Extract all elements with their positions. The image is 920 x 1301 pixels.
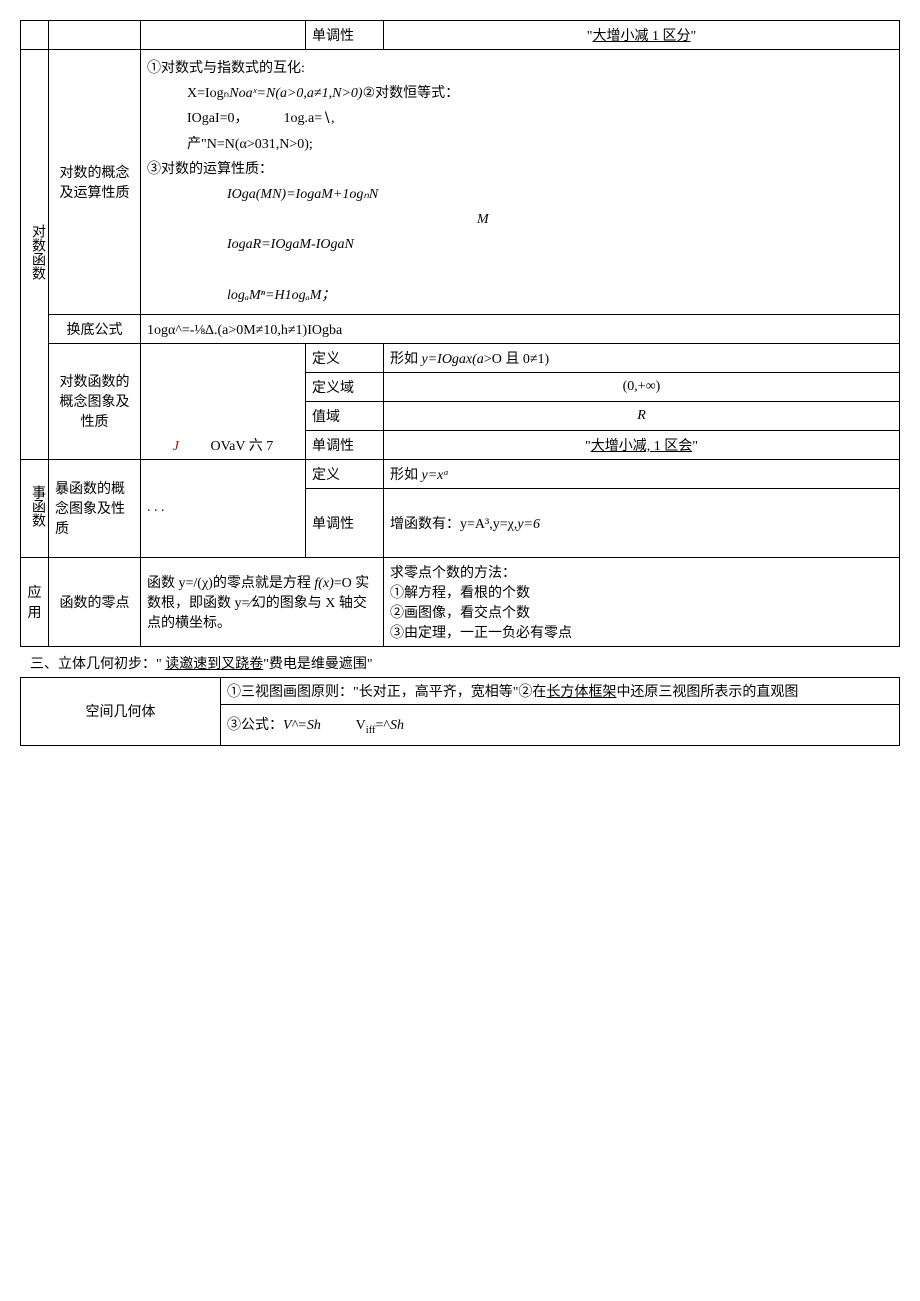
app-desc-it: f(x)	[314, 576, 333, 591]
log-f-l3: IOgaI=0， 1og.a=∖,	[147, 106, 893, 131]
geo-row2-content: ③公式：V^=Sh Viff=^Sh	[221, 704, 900, 745]
app-row: 应用 函数的零点 函数 y=/(χ)的零点就是方程 f(x)=O 实数根，即函数…	[21, 557, 900, 646]
log-def-row: 对数函数的概念图象及性质 J OVaV 六 7 定义 形如 y=IOgax(a>…	[21, 343, 900, 372]
geo-r2sub: iff	[366, 725, 376, 736]
geo-label: 空间几何体	[21, 677, 221, 745]
geo-r2c: =^	[376, 718, 390, 733]
geo-r2b: V	[356, 718, 366, 733]
log-img-j: J	[173, 439, 179, 454]
log-base-label: 换底公式	[49, 314, 141, 343]
pow-def-pre: 形如	[390, 468, 422, 483]
log-def-value: 形如 y=IOgax(a>O 且 0≠1)	[384, 343, 900, 372]
geo-r1ul: 长方体框架	[546, 685, 616, 700]
log-formula-block: ①对数式与指数式的互化: X=IogₙNoaˣ=N(a>0,a≠1,N>0)②对…	[141, 50, 900, 315]
stub-c3	[141, 21, 306, 50]
pow-vlabel: 事函数	[27, 485, 47, 527]
pow-def-label: 定义	[306, 459, 384, 488]
log-f-l4: 产"N=N(α>031,N>0);	[147, 132, 893, 157]
geo-row1: 空间几何体 ①三视图画图原则："长对正，高平齐，宽相等"②在长方体框架中还原三视…	[21, 677, 900, 704]
pow-def-value: 形如 y=xᵃ	[384, 459, 900, 488]
app-m1: 求零点个数的方法：	[390, 566, 516, 581]
log-f-l2b: ②对数恒等式：	[363, 86, 460, 101]
geo-r2it2: Sh	[390, 718, 404, 733]
log-f-l1: ①对数式与指数式的互化:	[147, 61, 305, 76]
pow-img-label: 暴函数的概念图象及性质	[49, 459, 141, 557]
geo-table: 空间几何体 ①三视图画图原则："长对正，高平齐，宽相等"②在长方体框架中还原三视…	[20, 677, 900, 746]
log-f-m: M	[147, 207, 893, 232]
geo-r2it1: V^=Sh	[283, 718, 321, 733]
log-mono-label: 单调性	[306, 430, 384, 459]
pow-def-row: 事函数 暴函数的概念图象及性质 . . . 定义 形如 y=xᵃ	[21, 459, 900, 488]
log-img-cell: J OVaV 六 7	[141, 343, 306, 459]
pow-mono-label: 单调性	[306, 488, 384, 557]
log-f-l7: IogaR=IOgaM-IOgaN	[147, 232, 893, 257]
log-img-label: 对数函数的概念图象及性质	[49, 343, 141, 459]
stub-c1	[21, 21, 49, 50]
log-concept-label: 对数的概念及运算性质	[49, 50, 141, 315]
app-m4: ③由定理，一正一负必有零点	[390, 626, 572, 641]
log-f-x: X=Iogₙ	[187, 86, 229, 101]
stub-c2	[49, 21, 141, 50]
log-base-formula: 1ogα^=-⅛Δ.(a>0M≠10,h≠1)IOgba	[141, 314, 900, 343]
log-mono-value-ul: 大增小减, 1 区会	[591, 439, 693, 454]
pow-mono-it: y=6	[517, 517, 540, 532]
stub-prop-label: 单调性	[306, 21, 384, 50]
log-mono-value: "大增小减, 1 区会"	[384, 430, 900, 459]
log-dom-label: 定义域	[306, 372, 384, 401]
log-f-l5: ③对数的运算性质：	[147, 162, 273, 177]
geo-r2gap	[321, 718, 356, 733]
app-desc: 函数 y=/(χ)的零点就是方程 f(x)=O 实数根，即函数 y=∕幻的图象与…	[141, 557, 384, 646]
section3-title: 三、立体几何初步：" 读邀速到叉跷卷"费电是维曼遮围"	[30, 653, 900, 673]
geo-r1b: 中还原三视图所表示的直观图	[616, 685, 798, 700]
main-table: 单调性 "大增小减 1 区分" 对数函数 对数的概念及运算性质 ①对数式与指数式…	[20, 20, 900, 647]
log-dom-value: (0,+∞)	[384, 372, 900, 401]
geo-row1-content: ①三视图画图原则："长对正，高平齐，宽相等"②在长方体框架中还原三视图所表示的直…	[221, 677, 900, 704]
stub-row: 单调性 "大增小减 1 区分"	[21, 21, 900, 50]
app-m2: ①解方程，看根的个数	[390, 586, 530, 601]
log-rng-value: R	[384, 401, 900, 430]
pow-def-it: y=xᵃ	[422, 468, 449, 483]
log-f-l2: X=IogₙNoaˣ=N(a>0,a≠1,N>0)②对数恒等式：	[147, 81, 893, 106]
log-concept-row: 对数函数 对数的概念及运算性质 ①对数式与指数式的互化: X=IogₙNoaˣ=…	[21, 50, 900, 315]
pow-mono-pre: 增函数有：y=A³,y=χ,	[390, 517, 517, 532]
pow-mono-value: 增函数有：y=A³,y=χ,y=6	[384, 488, 900, 557]
pow-dots: . . .	[141, 459, 306, 557]
log-vlabel: 对数函数	[27, 224, 47, 280]
geo-r2a: ③公式：	[227, 718, 283, 733]
log-f-noa: Noaˣ=N(a>0,a≠1,N>0)	[229, 86, 362, 101]
pow-vlabel-cell: 事函数	[21, 459, 49, 557]
log-f-l3a: IOgaI=0，	[187, 111, 249, 126]
log-f-l3b: 1og.a=∖,	[284, 111, 335, 126]
stub-prop-value: "大增小减 1 区分"	[384, 21, 900, 50]
app-row-label: 应用	[21, 557, 49, 646]
log-f-l6: IOga(MN)=IogaM+1ogₙN	[147, 182, 893, 207]
app-desc-pre1: 函数 y=/(χ)的零点就是方程	[147, 576, 314, 591]
app-method: 求零点个数的方法： ①解方程，看根的个数 ②画图像，看交点个数 ③由定理，一正一…	[384, 557, 900, 646]
log-rng-label: 值域	[306, 401, 384, 430]
app-cell-label: 函数的零点	[49, 557, 141, 646]
log-img-txt: OVaV 六 7	[210, 439, 273, 454]
log-vlabel-cell: 对数函数	[21, 50, 49, 460]
geo-r1a: ①三视图画图原则："长对正，高平齐，宽相等"②在	[227, 685, 546, 700]
app-m3: ②画图像，看交点个数	[390, 606, 530, 621]
log-f-l8: logₐMⁿ=H1ogₐM；	[147, 283, 893, 308]
log-base-row: 换底公式 1ogα^=-⅛Δ.(a>0M≠10,h≠1)IOgba	[21, 314, 900, 343]
log-def-label: 定义	[306, 343, 384, 372]
stub-prop-value-ul: 大增小减 1 区分	[593, 29, 691, 44]
